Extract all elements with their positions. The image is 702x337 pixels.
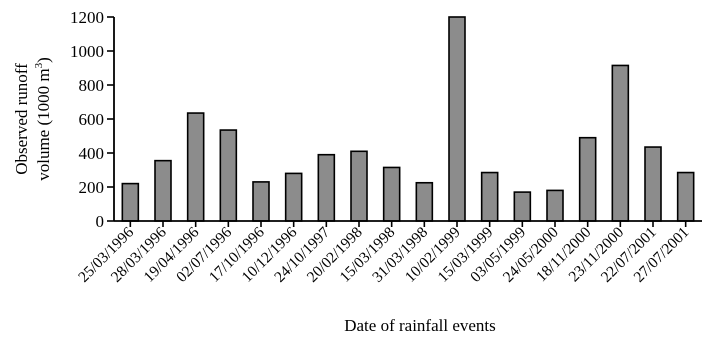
y-tick-label-1200: 1200 [70, 8, 104, 27]
bar-10/02/1999 [448, 16, 466, 222]
y-tick-label-800: 800 [79, 76, 105, 95]
y-tick-label-0: 0 [96, 212, 105, 231]
axes-group [107, 16, 702, 227]
bar-24/05/2000 [546, 189, 564, 222]
bar-24/10/1997 [317, 153, 336, 222]
bars-group [121, 16, 695, 222]
bar-15/03/1999 [480, 171, 499, 222]
bar-27/07/2001 [676, 171, 695, 222]
bar-25/03/1996 [121, 182, 140, 222]
y-tick-label-200: 200 [79, 178, 105, 197]
x-axis-label: Date of rainfall events [344, 316, 496, 335]
bar-20/02/1998 [350, 150, 368, 222]
bar-23/11/2000 [611, 64, 630, 222]
bar-31/03/1998 [415, 181, 434, 222]
bar-03/05/1999 [513, 191, 532, 222]
y-tick-labels: 0 200 400 600 800 1000 1200 [70, 8, 104, 231]
bar-28/03/1996 [154, 159, 172, 222]
bar-18/11/2000 [578, 136, 597, 222]
bar-02/07/1996 [219, 129, 238, 222]
y-axis-label-line2: volume (1000 m3) [33, 57, 53, 181]
bar-17/10/1996 [252, 181, 270, 222]
y-tick-label-600: 600 [79, 110, 105, 129]
bar-15/03/1998 [382, 166, 401, 222]
y-tick-label-400: 400 [79, 144, 105, 163]
bar-10/12/1996 [284, 172, 303, 222]
y-axis-label: Observed runoff volume (1000 m3) [12, 57, 53, 181]
x-tick-labels: 25/03/199628/03/199619/04/199602/07/1996… [75, 224, 692, 286]
bar-22/07/2001 [644, 146, 662, 222]
y-axis-label-line1: Observed runoff [12, 63, 31, 175]
y-tick-label-1000: 1000 [70, 42, 104, 61]
bar-19/04/1996 [186, 112, 205, 222]
